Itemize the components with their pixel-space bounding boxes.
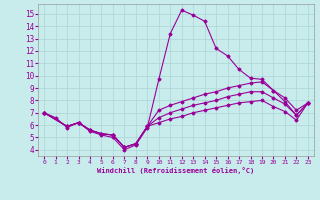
- X-axis label: Windchill (Refroidissement éolien,°C): Windchill (Refroidissement éolien,°C): [97, 167, 255, 174]
